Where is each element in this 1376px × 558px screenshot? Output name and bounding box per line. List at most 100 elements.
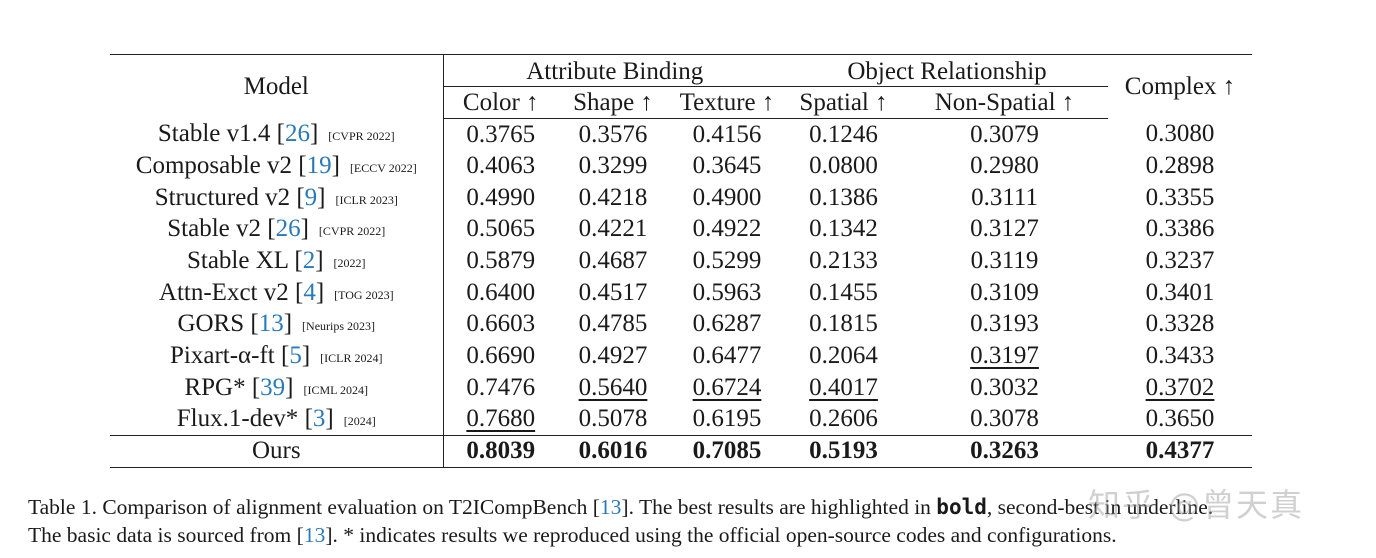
citation-ref[interactable]: 26 [275, 215, 301, 243]
score-value: 0.2133 [809, 247, 878, 275]
score-value: 0.3386 [1145, 215, 1215, 243]
attribute-binding-header: Attribute Binding [443, 54, 787, 87]
table-row: Attn-Exct v2 [4] [TOG 2023] 0.6400 0.4517 0.… [110, 276, 1252, 309]
score-cell: 0.4063 [443, 150, 558, 182]
score-cell: 0.4785 [558, 309, 668, 341]
model-name: Composable v2 [135, 152, 293, 180]
citation-ref[interactable]: 13 [258, 310, 284, 338]
score-cell: 0.6400 [443, 277, 558, 309]
score-cell: 0.5299 [668, 245, 786, 277]
score-cell: 0.3109 [901, 277, 1108, 309]
score-cell: 0.3645 [668, 150, 786, 182]
score-value: 0.4990 [466, 183, 536, 211]
caption-text: , second-best in underline. [986, 495, 1214, 519]
score-cell: 0.6603 [443, 309, 558, 341]
citation-ref[interactable]: 2 [302, 247, 316, 275]
venue-label: [CVPR 2022] [318, 224, 386, 239]
score-cell: 0.7085 [668, 434, 787, 468]
table-row: GORS [13] [Neurips 2023] 0.6603 0.4785 0.628… [110, 308, 1252, 341]
score-value: 0.3299 [578, 152, 648, 180]
model-name: Flux.1-dev* [176, 405, 299, 433]
score-cell: 0.2898 [1108, 150, 1252, 182]
caption-text: Table 1. Comparison of alignment evaluat… [28, 495, 600, 519]
score-value: 0.5078 [578, 405, 648, 433]
score-cell: 0.4687 [558, 245, 668, 277]
score-value: 0.3119 [970, 247, 1039, 275]
table-row: Stable v1.4 [26] [CVPR 2022] 0.3765 0.3576 0… [110, 118, 1252, 151]
score-value: 0.3401 [1145, 278, 1215, 306]
score-cell: 0.3576 [558, 119, 668, 151]
score-value: 0.7085 [692, 437, 762, 465]
score-value: 0.3328 [1145, 310, 1215, 338]
caption-text: The basic data is sourced from [ [28, 523, 304, 547]
score-value: 0.2898 [1145, 152, 1215, 180]
model-header: Model [110, 54, 444, 119]
table-body: Stable v1.4 [26] [CVPR 2022] 0.3765 0.3576 0… [110, 118, 1253, 468]
score-cell: 0.6724 [668, 372, 786, 404]
score-cell: 0.7476 [443, 372, 558, 404]
score-value: 0.4785 [578, 310, 648, 338]
caption-ref[interactable]: 13 [303, 523, 326, 547]
venue-label: [Neurips 2023] [302, 319, 376, 334]
score-cell: 0.5963 [668, 277, 786, 309]
caption-bold-word: bold [936, 495, 987, 519]
model-name: Pixart-α-ft [170, 342, 275, 370]
model-name: GORS [177, 310, 245, 338]
score-cell: 0.1246 [786, 119, 901, 151]
score-value: 0.2606 [809, 405, 878, 433]
score-cell: 0.3765 [443, 119, 558, 151]
score-value: 0.2980 [970, 152, 1039, 180]
score-value: 0.3127 [970, 215, 1039, 243]
venue-label: [TOG 2023] [334, 287, 394, 302]
score-value: 0.1386 [809, 183, 878, 211]
caption-line-2: The basic data is sourced from [13]. * i… [28, 521, 1358, 549]
score-cell: 0.1386 [786, 182, 901, 214]
model-cell: Flux.1-dev* [3] [2024] [110, 403, 444, 436]
color-header: Color ↑ [443, 86, 558, 119]
caption-ref[interactable]: 13 [599, 495, 622, 519]
model-cell: Stable v1.4 [26] [CVPR 2022] [110, 118, 444, 151]
score-cell: 0.2980 [901, 150, 1108, 182]
citation-ref[interactable]: 39 [260, 373, 286, 401]
score-cell: 0.3433 [1108, 340, 1252, 372]
score-cell: 0.6016 [558, 434, 668, 468]
citation-ref[interactable]: 3 [312, 405, 326, 433]
score-value: 0.3197 [970, 342, 1039, 370]
score-cell: 0.3263 [901, 434, 1109, 468]
venue-label: [ICML 2024] [303, 382, 369, 397]
citation-ref[interactable]: 5 [289, 342, 302, 370]
citation-ref[interactable]: 9 [304, 183, 318, 211]
model-cell: RPG* [39] [ICML 2024] [110, 372, 444, 404]
score-cell: 0.5193 [786, 434, 902, 468]
venue-label: [ICLR 2024] [320, 351, 383, 366]
citation-ref[interactable]: 26 [284, 120, 310, 148]
score-value: 0.3032 [970, 373, 1039, 401]
score-cell: 0.2133 [786, 245, 901, 277]
score-cell: 0.4922 [668, 214, 786, 246]
score-cell: 0.1815 [786, 309, 901, 341]
non-spatial-header: Non-Spatial ↑ [901, 86, 1109, 119]
score-value: 0.3193 [970, 310, 1039, 338]
model-name: Stable v2 [167, 215, 261, 243]
score-value: 0.3645 [692, 152, 762, 180]
score-cell: 0.4900 [668, 182, 786, 214]
score-value: 0.6400 [466, 278, 536, 306]
score-value: 0.5065 [466, 215, 536, 243]
score-cell: 0.5879 [443, 245, 558, 277]
score-cell: 0.0800 [786, 150, 901, 182]
model-cell: Stable XL [2] [2022] [110, 245, 444, 277]
citation-ref[interactable]: 19 [306, 152, 332, 180]
model-cell: Stable v2 [26] [CVPR 2022] [110, 213, 444, 246]
caption-text: ]. The best results are highlighted in [621, 495, 937, 519]
ours-row: Ours 0.8039 0.6016 0.7085 0.5193 0.3263 0.4377 [110, 434, 1253, 468]
score-cell: 0.2064 [786, 340, 901, 372]
score-cell: 0.3127 [901, 214, 1108, 246]
model-name: Ours [251, 437, 301, 465]
citation-ref[interactable]: 4 [303, 278, 316, 306]
score-cell: 0.3328 [1108, 309, 1252, 341]
score-cell: 0.3193 [901, 309, 1108, 341]
score-cell: 0.1342 [786, 214, 901, 246]
score-value: 0.5299 [692, 247, 762, 275]
score-value: 0.3078 [970, 405, 1039, 433]
score-cell: 0.6287 [668, 309, 786, 341]
